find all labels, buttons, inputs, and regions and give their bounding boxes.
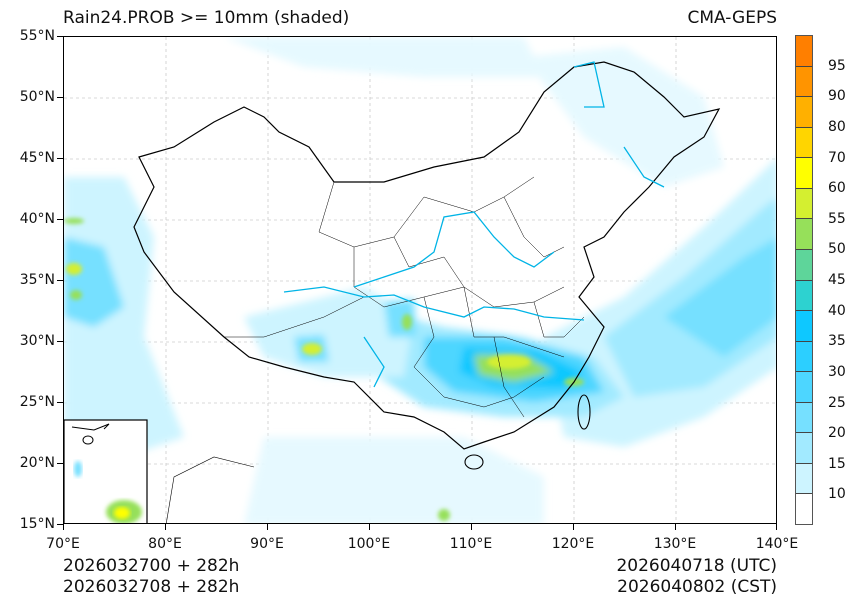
lon-label-70: 70°E bbox=[46, 536, 80, 552]
lat-tick bbox=[57, 402, 63, 403]
colorbar-seg bbox=[796, 127, 812, 159]
colorbar-seg bbox=[796, 66, 812, 98]
probability-hotspots bbox=[64, 218, 584, 521]
colorbar-label: 70 bbox=[828, 149, 846, 166]
colorbar-label: 95 bbox=[828, 57, 846, 74]
colorbar-label: 60 bbox=[828, 180, 846, 197]
valid-time-utc: 2026040718 (UTC) bbox=[616, 556, 777, 576]
lat-label-15: 15°N bbox=[19, 516, 55, 532]
lon-tick bbox=[471, 524, 472, 530]
lon-tick bbox=[776, 524, 777, 530]
map-canvas bbox=[64, 37, 776, 523]
lon-tick bbox=[369, 524, 370, 530]
lat-label-50: 50°N bbox=[19, 89, 55, 105]
lat-label-45: 45°N bbox=[19, 150, 55, 166]
colorbar-label: 90 bbox=[828, 88, 846, 105]
lat-tick bbox=[57, 341, 63, 342]
colorbar-label: 45 bbox=[828, 272, 846, 288]
lon-tick bbox=[675, 524, 676, 530]
title-left: Rain24.PROB >= 10mm (shaded) bbox=[63, 8, 350, 28]
lon-label-110: 110°E bbox=[449, 536, 493, 552]
colorbar-label: 35 bbox=[828, 333, 846, 350]
lat-tick bbox=[57, 219, 63, 220]
lat-label-20: 20°N bbox=[19, 455, 55, 471]
colorbar-seg bbox=[796, 219, 812, 250]
china-border bbox=[133, 61, 721, 450]
colorbar-label: 80 bbox=[828, 118, 846, 135]
colorbar-seg bbox=[796, 188, 812, 220]
colorbar-seg bbox=[796, 158, 812, 189]
colorbar-label: 30 bbox=[828, 363, 846, 380]
colorbar-seg bbox=[796, 463, 812, 495]
lat-label-35: 35°N bbox=[19, 272, 55, 288]
lat-label-55: 55°N bbox=[19, 28, 55, 44]
title-right: CMA-GEPS bbox=[687, 8, 777, 28]
taiwan-outline bbox=[577, 394, 591, 430]
province-borders bbox=[224, 176, 585, 418]
lat-tick bbox=[57, 36, 63, 37]
valid-time-block: 2026040718 (UTC) 2026040802 (CST) bbox=[616, 556, 777, 598]
valid-time-cst: 2026040802 (CST) bbox=[617, 577, 777, 597]
south-china-sea-inset bbox=[64, 419, 148, 523]
colorbar-seg bbox=[796, 372, 812, 403]
colorbar-seg bbox=[796, 402, 812, 434]
colorbar-label: 25 bbox=[828, 394, 846, 411]
colorbar-seg bbox=[796, 341, 812, 373]
lat-tick bbox=[57, 524, 63, 525]
lon-label-140: 140°E bbox=[755, 536, 799, 552]
colorbar-seg bbox=[796, 433, 812, 464]
rivers bbox=[283, 61, 665, 388]
lon-label-120: 120°E bbox=[551, 536, 595, 552]
probability-shading bbox=[64, 37, 776, 523]
lon-label-80: 80°E bbox=[148, 536, 182, 552]
colorbar-label: 15 bbox=[828, 455, 846, 472]
lat-label-25: 25°N bbox=[19, 394, 55, 410]
colorbar-label: 50 bbox=[828, 241, 846, 258]
lat-tick bbox=[57, 280, 63, 281]
lon-tick bbox=[63, 524, 64, 530]
colorbar-seg bbox=[796, 97, 812, 128]
lat-label-40: 40°N bbox=[19, 211, 55, 227]
lon-tick bbox=[267, 524, 268, 530]
colorbar-seg bbox=[796, 280, 812, 312]
colorbar-label: 40 bbox=[828, 302, 846, 319]
init-time-cst: 2026032708 + 282h bbox=[63, 577, 240, 597]
colorbar-label: 20 bbox=[828, 425, 846, 442]
colorbar-seg bbox=[796, 494, 812, 524]
lon-tick bbox=[573, 524, 574, 530]
lat-tick bbox=[57, 463, 63, 464]
lat-tick bbox=[57, 97, 63, 98]
map-panel bbox=[63, 36, 777, 524]
colorbar-label: 10 bbox=[828, 486, 846, 503]
lon-label-100: 100°E bbox=[347, 536, 391, 552]
lon-label-130: 130°E bbox=[653, 536, 697, 552]
lon-label-90: 90°E bbox=[250, 536, 284, 552]
lat-label-30: 30°N bbox=[19, 333, 55, 349]
colorbar-seg bbox=[796, 311, 812, 342]
init-time-block: 2026032700 + 282h 2026032708 + 282h bbox=[63, 556, 239, 598]
lat-tick bbox=[57, 158, 63, 159]
colorbar-seg bbox=[796, 36, 812, 67]
colorbar-seg bbox=[796, 249, 812, 281]
hainan-outline bbox=[464, 454, 484, 470]
init-time-utc: 2026032700 + 282h bbox=[63, 556, 240, 576]
india-coast bbox=[166, 456, 255, 523]
lon-tick bbox=[165, 524, 166, 530]
colorbar-label: 55 bbox=[828, 210, 846, 227]
colorbar bbox=[795, 35, 813, 525]
